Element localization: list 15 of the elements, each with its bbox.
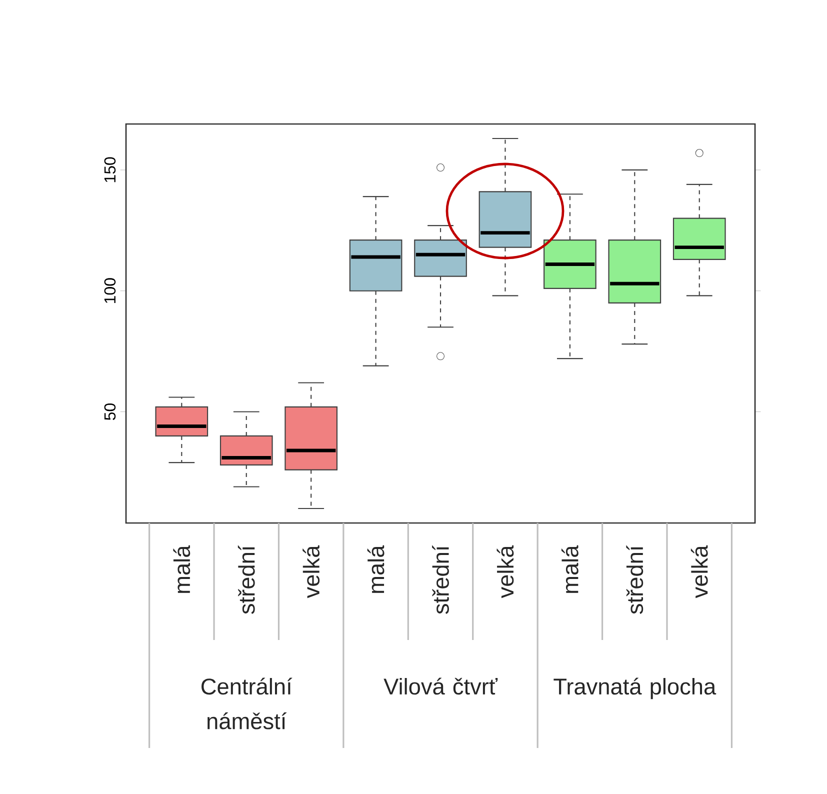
x-tick-label: velká (690, 545, 708, 598)
x-tick-label: malá (367, 545, 384, 593)
text: Vilová čtvrť (384, 678, 498, 695)
x-tick-label: malá (561, 545, 578, 593)
y-tick-label: 100 (104, 278, 116, 303)
x-tick-label: malá (173, 545, 190, 593)
text: Travnatá plocha (554, 678, 716, 700)
text: Centrální náměstí (202, 678, 292, 730)
x-tick-label: střední (432, 545, 449, 614)
x-tick-label: střední (626, 545, 644, 614)
x-tick-label: velká (496, 545, 514, 598)
x-tick-label: velká (302, 545, 320, 598)
x-tick-label: střední (238, 545, 255, 614)
y-tick-label: 150 (104, 157, 116, 182)
y-tick-label: 50 (104, 403, 116, 420)
